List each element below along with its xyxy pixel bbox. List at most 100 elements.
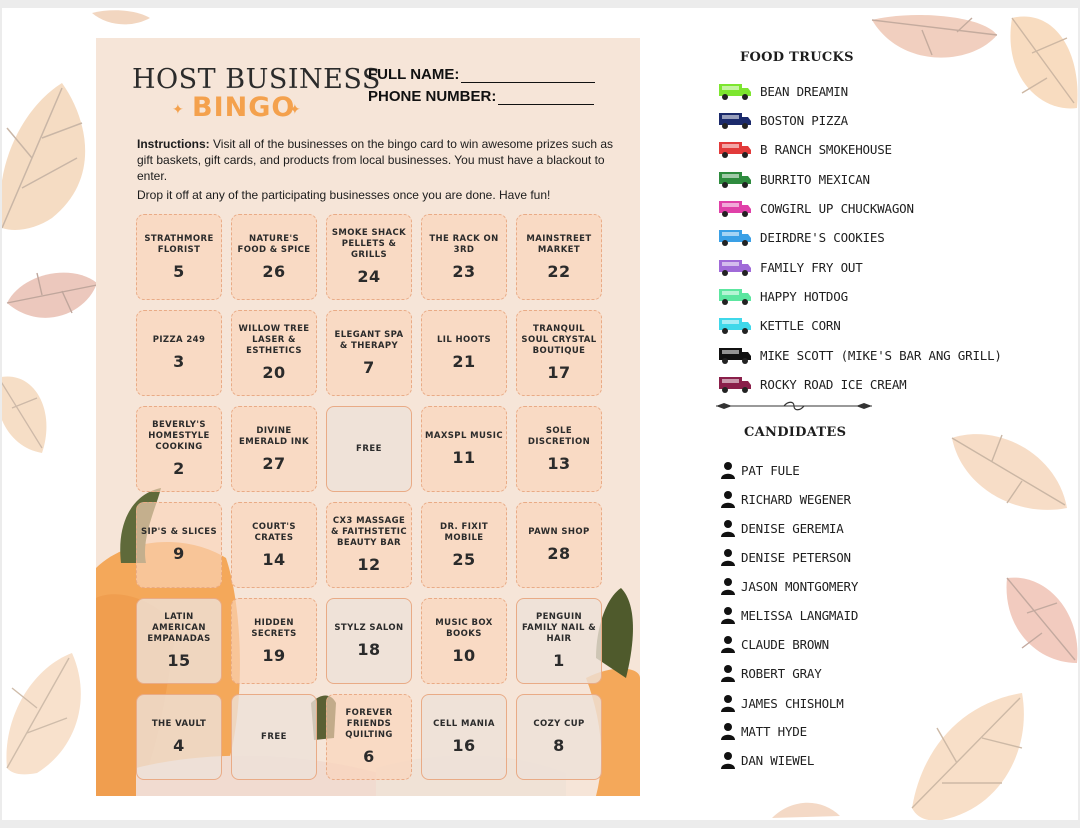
sparkle-icon: ✦ <box>172 102 184 118</box>
bingo-cell[interactable]: BEVERLY'S HOMESTYLE COOKING 2 <box>136 406 222 492</box>
bingo-cell[interactable]: FOREVER FRIENDS QUILTING 6 <box>326 694 412 780</box>
sparkle-icon: ✦ <box>289 102 301 118</box>
dropoff-text: Drop it off at any of the participating … <box>137 188 551 202</box>
bingo-cell[interactable]: ELEGANT SPA & THERAPY 7 <box>326 310 412 396</box>
bingo-cell-number: 17 <box>547 363 571 382</box>
bingo-cell[interactable]: COURT'S CRATES 14 <box>231 502 317 588</box>
bingo-cell[interactable]: TRANQUIL SOUL CRYSTAL BOUTIQUE 17 <box>516 310 602 396</box>
candidate-item: MATT HYDE <box>720 721 807 741</box>
candidate-item: RICHARD WEGENER <box>720 489 851 509</box>
bingo-cell[interactable]: MAXSPL MUSIC 11 <box>421 406 507 492</box>
bingo-grid: STRATHMORE FLORIST 5 NATURE'S FOOD & SPICE… <box>136 214 606 794</box>
bingo-cell[interactable]: HIDDEN SECRETS 19 <box>231 598 317 684</box>
bingo-free-space[interactable]: FREE <box>231 694 317 780</box>
bingo-card: HOST BUSINESS ✦ BINGO ✦ FULL NAME: PHONE… <box>96 38 640 796</box>
bingo-cell-number: 25 <box>452 549 476 569</box>
phone-field[interactable]: PHONE NUMBER: <box>368 88 595 105</box>
bingo-cell-number: 27 <box>262 453 286 473</box>
bingo-cell-name: CX3 MASSAGE & FAITHSTETIC BEAUTY BAR <box>331 516 407 548</box>
bingo-cell[interactable]: SOLE DISCRETION 13 <box>516 406 602 492</box>
leaf-decoration-icon <box>92 10 150 25</box>
food-truck-item: COWGIRL UP CHUCKWAGON <box>718 198 914 218</box>
candidate-item: CLAUDE BROWN <box>720 634 829 654</box>
bingo-cell-number: 4 <box>173 736 185 755</box>
bingo-cell-number: 21 <box>452 352 476 371</box>
candidate-item: MELISSA LANGMAID <box>720 605 858 625</box>
candidate-item: PAT FULE <box>720 460 800 480</box>
bingo-cell-name: BEVERLY'S HOMESTYLE COOKING <box>148 420 210 452</box>
bingo-cell-name: PIZZA 249 <box>152 335 206 345</box>
bingo-cell[interactable]: MUSIC BOX BOOKS 10 <box>421 598 507 684</box>
bingo-cell[interactable]: COZY CUP 8 <box>516 694 602 780</box>
candidate-name: JASON MONTGOMERY <box>741 578 859 594</box>
bingo-cell-name: SMOKE SHACK PELLETS & GRILLS <box>331 228 407 260</box>
bingo-cell[interactable]: LATIN AMERICAN EMPANADAS 15 <box>136 598 222 684</box>
bingo-cell[interactable]: CELL MANIA 16 <box>421 694 507 780</box>
bingo-cell-number: 12 <box>357 555 381 574</box>
bingo-cell-number: 6 <box>363 747 375 766</box>
leaf-decoration-icon <box>1006 577 1078 663</box>
bingo-cell-name: DR. FIXIT MOBILE <box>439 521 489 543</box>
bingo-cell[interactable]: SIP'S & SLICES 9 <box>136 502 222 588</box>
bingo-cell[interactable]: PAWN SHOP 28 <box>516 502 602 588</box>
bingo-cell-name: PAWN SHOP <box>528 527 590 537</box>
bingo-cell-number: 1 <box>553 651 565 670</box>
bingo-cell[interactable]: THE RACK ON 3RD 23 <box>421 214 507 300</box>
candidate-item: DAN WIEWEL <box>720 750 814 770</box>
food-trucks-heading: FOOD TRUCKS <box>740 50 854 65</box>
bingo-cell[interactable]: SMOKE SHACK PELLETS & GRILLS 24 <box>326 214 412 300</box>
bingo-cell-name: CELL MANIA <box>433 719 495 729</box>
bingo-cell-name: COZY CUP <box>533 719 585 729</box>
leaf-decoration-icon <box>1010 16 1078 109</box>
bingo-cell-number: 13 <box>547 453 571 473</box>
phone-blank[interactable] <box>498 90 595 105</box>
bingo-cell-name: FREE <box>356 444 382 454</box>
food-truck-name: KETTLE CORN <box>760 317 841 333</box>
bingo-cell[interactable]: PENGUIN FAMILY NAIL & HAIR 1 <box>516 598 602 684</box>
candidate-name: ROBERT GRAY <box>741 665 822 681</box>
bingo-cell[interactable]: THE VAULT 4 <box>136 694 222 780</box>
instructions: Instructions: Visit all of the businesse… <box>137 136 617 184</box>
bingo-cell[interactable]: MAINSTREET MARKET 22 <box>516 214 602 300</box>
food-truck-item: DEIRDRE'S COOKIES <box>718 227 885 247</box>
bingo-cell[interactable]: NATURE'S FOOD & SPICE 26 <box>231 214 317 300</box>
bingo-cell[interactable]: LIL HOOTS 21 <box>421 310 507 396</box>
food-truck-item: FAMILY FRY OUT <box>718 257 863 277</box>
candidates-heading: CANDIDATES <box>744 425 847 440</box>
food-truck-item: MIKE SCOTT (MIKE'S BAR ANG GRILL) <box>718 345 1002 365</box>
food-truck-item: B RANCH SMOKEHOUSE <box>718 139 892 159</box>
bingo-cell[interactable]: DR. FIXIT MOBILE 25 <box>421 502 507 588</box>
person-icon <box>721 665 735 682</box>
bingo-cell-name: MAXSPL MUSIC <box>425 431 504 441</box>
candidate-name: CLAUDE BROWN <box>741 636 829 652</box>
candidate-item: ROBERT GRAY <box>720 663 822 683</box>
full-name-blank[interactable] <box>461 68 596 83</box>
bingo-cell-number: 22 <box>547 261 571 281</box>
bingo-cell[interactable]: DIVINE EMERALD INK 27 <box>231 406 317 492</box>
bingo-cell-name: LIL HOOTS <box>436 335 492 345</box>
bingo-cell[interactable]: STYLZ SALON 18 <box>326 598 412 684</box>
food-truck-name: BOSTON PIZZA <box>760 112 848 128</box>
bingo-cell-name: THE RACK ON 3RD <box>429 233 499 255</box>
candidate-name: RICHARD WEGENER <box>741 491 851 507</box>
bingo-free-space[interactable]: FREE <box>326 406 412 492</box>
bingo-cell[interactable]: PIZZA 249 3 <box>136 310 222 396</box>
food-truck-name: MIKE SCOTT (MIKE'S BAR ANG GRILL) <box>760 347 1002 363</box>
bingo-cell[interactable]: CX3 MASSAGE & FAITHSTETIC BEAUTY BAR 12 <box>326 502 412 588</box>
bingo-cell-number: 10 <box>452 645 476 665</box>
food-truck-icon <box>719 84 751 100</box>
bingo-cell-name: FREE <box>261 732 287 742</box>
candidate-name: PAT FULE <box>741 462 800 478</box>
bingo-cell[interactable]: WILLOW TREE LASER & ESTHETICS 20 <box>231 310 317 396</box>
bingo-cell[interactable]: STRATHMORE FLORIST 5 <box>136 214 222 300</box>
candidate-name: JAMES CHISHOLM <box>741 695 844 711</box>
full-name-field[interactable]: FULL NAME: <box>368 66 596 83</box>
bingo-cell-number: 5 <box>173 261 185 281</box>
person-icon <box>721 723 735 740</box>
person-icon <box>721 462 735 479</box>
bingo-cell-name: SOLE DISCRETION <box>527 425 591 447</box>
leaf-decoration-icon <box>911 693 1024 820</box>
bingo-cell-number: 23 <box>452 261 476 281</box>
bingo-cell-name: STRATHMORE FLORIST <box>144 233 214 255</box>
person-icon <box>721 549 735 566</box>
